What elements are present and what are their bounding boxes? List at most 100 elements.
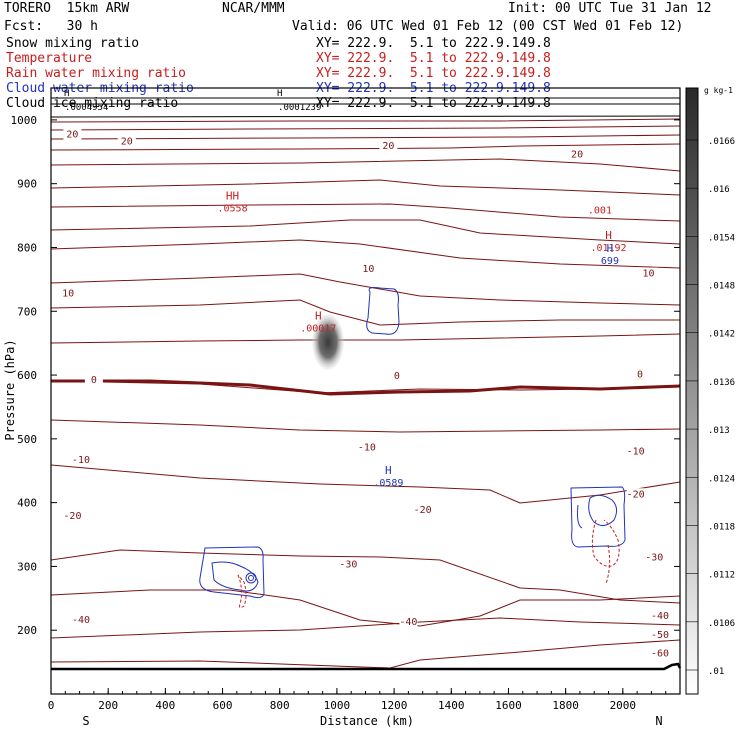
y-tick-label: 200 <box>17 624 37 637</box>
rain-water-contour-2 <box>591 519 620 567</box>
cloud-water-contour-5 <box>248 575 254 581</box>
contour-label-bg <box>379 139 398 151</box>
contour-label-bg <box>626 488 645 500</box>
contour-label: -30 <box>645 552 663 563</box>
x-tick-label: 1800 <box>552 699 579 712</box>
temperature-contour-line <box>50 549 681 604</box>
temperature-contour-line <box>50 203 681 222</box>
colorbar-ticks: .01 .0106 .0112 .0118 .0124 .013 .0136 .0142 .01… <box>686 137 735 677</box>
top-extrema-marker: H <box>64 89 69 99</box>
model-title: TORERO 15km ARW <box>4 1 130 16</box>
colorbar-unit: g kg-1 <box>704 86 733 95</box>
contour-label: -20 <box>627 489 645 500</box>
zero-degree-contour <box>51 379 681 396</box>
x-tick-label: 1600 <box>495 699 522 712</box>
cloud-water-contour-6 <box>570 486 626 548</box>
contour-label-bg <box>117 135 136 147</box>
temperature-contour-line <box>50 158 681 172</box>
contour-label: 20 <box>66 129 78 140</box>
colorbar-tick-label: .0166 <box>708 137 735 147</box>
top-extrema-marker: H <box>277 89 282 99</box>
contour-label-bg <box>59 287 78 299</box>
y-tick-label: 700 <box>17 305 37 318</box>
contour-label: 10 <box>362 264 374 275</box>
colorbar-tick-label: .0148 <box>708 282 735 292</box>
contour-label: 10 <box>62 288 74 299</box>
colorbar-tick-label: .0124 <box>708 474 735 484</box>
colorbar-tick-label: .01 <box>708 667 724 677</box>
cloud-ice-contour-line <box>50 115 681 118</box>
temperature-contour-line <box>50 179 681 196</box>
extrema-value: .0589 <box>373 478 403 489</box>
y-tick-label: 900 <box>17 178 37 191</box>
extrema-marker: H <box>605 229 612 242</box>
contour-label: 20 <box>382 141 394 152</box>
contour-label: -60 <box>651 649 669 660</box>
contour-label: -20 <box>414 505 432 516</box>
colorbar-tick-label: .013 <box>708 426 730 436</box>
temperature-contour-line <box>50 464 681 504</box>
y-tick-label: 1000 <box>11 114 38 127</box>
snow-shading <box>312 314 344 370</box>
contour-label: 0 <box>394 371 400 382</box>
y-tick-label: 400 <box>17 497 37 510</box>
x-tick-label: 200 <box>98 699 118 712</box>
contour-label: 20 <box>121 136 133 147</box>
valid-time: Valid: 06 UTC Wed 01 Feb 12 (00 CST Wed … <box>292 19 684 34</box>
cloud-ice-contours <box>50 97 681 118</box>
contour-label-bg <box>568 148 587 160</box>
contour-label-bg <box>84 374 103 386</box>
colorbar <box>685 87 699 695</box>
legend-temperature-name: Temperature <box>6 51 93 66</box>
temperature-contour-line <box>50 333 681 344</box>
axes: 0 200 400 600 800 1000 1200 1400 1600 1800 2000200… <box>11 114 681 712</box>
contour-label-bg <box>357 441 376 453</box>
x-tick-label: 1200 <box>381 699 408 712</box>
extrema-value: .0558 <box>217 204 247 215</box>
temperature-contour-line <box>50 239 681 269</box>
temperature-contour-line <box>50 219 681 245</box>
x-tick-label: 0 <box>48 699 55 712</box>
x-tick-label: 1000 <box>324 699 351 712</box>
temperature-contour-line <box>50 299 680 326</box>
org-label: NCAR/MMM <box>222 1 285 16</box>
temperature-contour-line <box>50 143 681 151</box>
contour-label: -40 <box>651 611 669 622</box>
colorbar-tick-label: .0106 <box>708 619 735 629</box>
contour-label-bg <box>63 509 82 521</box>
contour-label-bg <box>72 453 91 465</box>
contour-label-bg <box>387 370 406 382</box>
colorbar-tick-label: .0118 <box>708 522 735 532</box>
contour-label-bg <box>650 647 669 659</box>
y-axis-title: Pressure (hPa) <box>3 339 17 440</box>
extrema-marker: H <box>385 464 392 477</box>
legend-rain-name: Rain water mixing ratio <box>6 66 187 81</box>
contour-label: -10 <box>627 447 645 458</box>
contour-label: -30 <box>339 559 357 570</box>
colorbar-tick-label: .0154 <box>708 233 735 243</box>
top-extrema-value: .0001239 <box>278 103 321 113</box>
extrema-marker: H <box>315 310 322 323</box>
cloud-water-contour-3 <box>211 561 259 592</box>
temperature-contour-line <box>50 118 681 123</box>
contour-label: -40 <box>399 617 417 628</box>
contour-label: -50 <box>651 630 669 641</box>
x-tick-label: 1400 <box>438 699 465 712</box>
y-tick-label: 300 <box>17 560 37 573</box>
contour-label-bg <box>630 368 649 380</box>
contour-labels: -60 -50 -40 -40 -40 -30 -30 -20 -20 -20 -10 -10 -10 0… <box>59 89 669 660</box>
contour-label: -20 <box>63 511 81 522</box>
colorbar-tick-label: .0136 <box>708 378 735 388</box>
contour-label-bg <box>339 558 358 570</box>
x-tick-label: 2000 <box>610 699 637 712</box>
contour-label: -40 <box>72 615 90 626</box>
extrema-value: .01192 <box>590 243 626 254</box>
colorbar-tick-label: .0142 <box>708 330 735 340</box>
temperature-contour-line <box>50 380 681 394</box>
contour-label-bg <box>626 445 645 457</box>
extrema-marker: H <box>607 242 614 255</box>
x-tick-label: 800 <box>270 699 290 712</box>
cloud-water-contour-8 <box>577 504 583 529</box>
contour-label-bg <box>639 267 658 279</box>
x-tick-label: 600 <box>213 699 233 712</box>
